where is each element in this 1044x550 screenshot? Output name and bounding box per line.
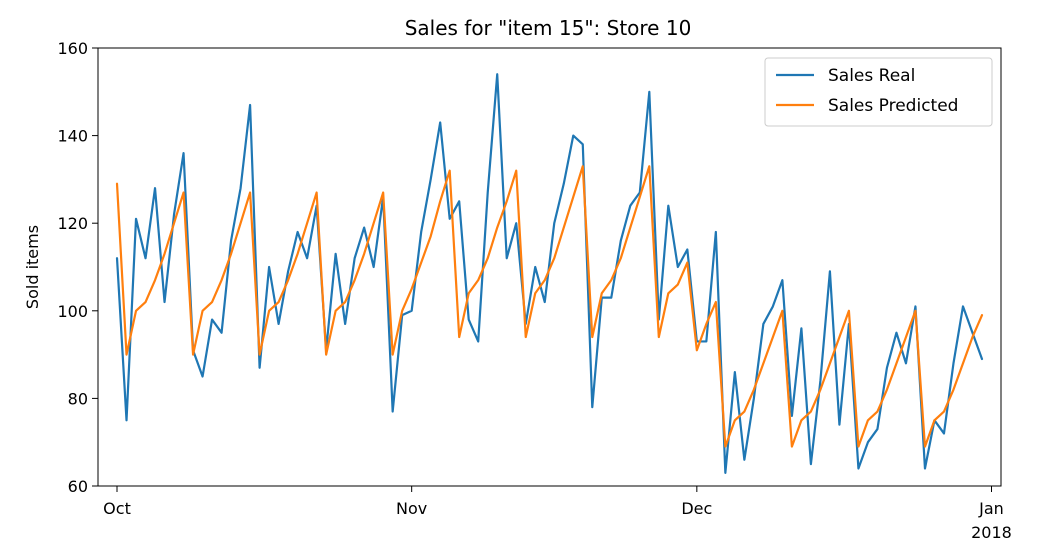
x-tick-label: Oct <box>103 499 131 518</box>
y-tick-label: 140 <box>57 127 88 146</box>
series-line-sales-predicted <box>115 165 984 448</box>
y-tick-label: 60 <box>68 477 88 496</box>
legend-label-sales-real: Sales Real <box>828 66 915 86</box>
y-axis-label: Sold items <box>23 225 42 309</box>
plot-frame <box>97 47 1002 487</box>
legend-label-sales-predicted: Sales Predicted <box>828 96 958 116</box>
x-tick-label: Nov <box>396 499 427 518</box>
x-tick-label: Jan <box>978 499 1004 518</box>
series-layer <box>115 73 984 474</box>
legend: Sales Real Sales Predicted <box>764 57 993 127</box>
y-axis: 60 80 100 120 140 160 <box>57 39 98 496</box>
chart-title: Sales for "item 15": Store 10 <box>405 16 692 40</box>
y-tick-label: 100 <box>57 302 88 321</box>
x-axis: Oct Nov Dec Jan 2018 <box>103 486 1012 542</box>
y-tick-label: 160 <box>57 39 88 58</box>
x-tick-sublabel: 2018 <box>971 523 1012 542</box>
y-tick-label: 120 <box>57 214 88 233</box>
y-tick-label: 80 <box>68 389 88 408</box>
legend-box <box>764 57 993 127</box>
series-line-sales-real <box>115 73 984 474</box>
x-tick-label: Dec <box>681 499 712 518</box>
